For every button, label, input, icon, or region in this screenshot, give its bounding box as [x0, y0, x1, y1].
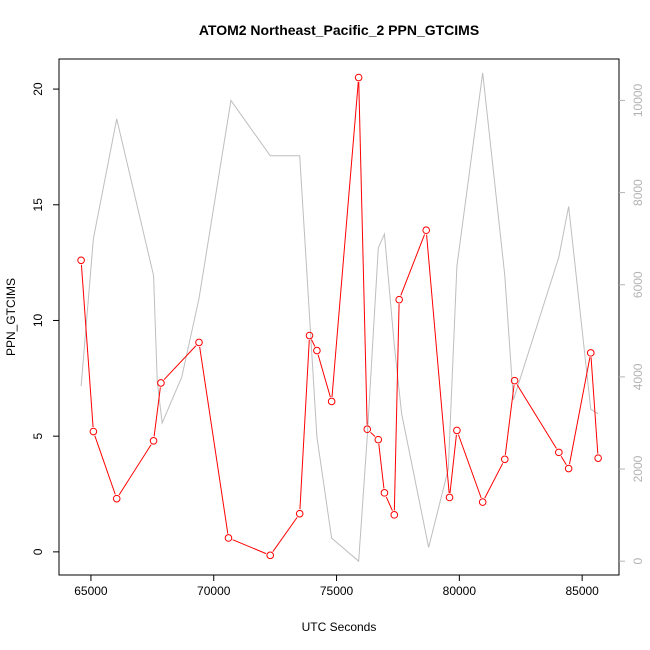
red-series-point [445, 493, 454, 502]
red-series-point [555, 448, 563, 457]
red-series-point [89, 427, 98, 436]
red-series-point [224, 534, 233, 542]
red-series-segment [118, 444, 152, 496]
y2-tick-label: 0 [631, 558, 645, 565]
red-series-segment [516, 384, 557, 449]
red-series-segment [590, 357, 599, 454]
red-series-point [380, 489, 389, 497]
red-series-point [453, 426, 461, 435]
y-axis-left: 0 5 10 15 20 [31, 82, 59, 555]
red-series-point [327, 397, 336, 406]
red-series-point [564, 464, 573, 473]
chart-title: ATOM2 Northeast_Pacific_2 PPN_GTCIMS [199, 22, 479, 38]
red-series-segment [232, 539, 267, 555]
y-tick-label: 5 [31, 433, 45, 440]
red-series-segment [370, 431, 376, 437]
red-series-segment [385, 496, 393, 511]
y-tick-label: 10 [31, 313, 45, 327]
red-series-segment [560, 455, 567, 465]
y-tick-label: 20 [31, 82, 45, 96]
red-series-point [363, 425, 372, 434]
red-series-segment [426, 234, 450, 494]
x-tick-label: 65000 [74, 584, 108, 598]
plot-frame [58, 58, 620, 576]
red-series-segment [569, 357, 591, 465]
y-axis-right: 0 2000 4000 6000 8000 10000 [619, 83, 645, 565]
y2-tick-label: 6000 [631, 271, 645, 298]
red-series-segment [80, 264, 94, 428]
gray-series-line [80, 72, 599, 563]
red-series-segment [378, 444, 385, 489]
red-series-point [594, 454, 602, 462]
red-series-point [149, 436, 158, 445]
y2-tick-label: 2000 [631, 455, 645, 482]
red-series-segment [299, 339, 310, 510]
red-series-segment [153, 387, 161, 437]
red-series-point [305, 331, 314, 340]
y-tick-label: 0 [31, 548, 45, 555]
red-series-point [295, 509, 304, 518]
red-series-point [510, 376, 519, 385]
red-series-point [266, 551, 275, 560]
red-series-point [390, 511, 399, 519]
x-tick-label: 85000 [565, 584, 599, 598]
x-tick-label: 70000 [197, 584, 231, 598]
red-series-segment [331, 81, 359, 398]
red-series-point [313, 346, 321, 355]
x-axis: 65000 70000 75000 80000 85000 [74, 575, 599, 598]
series-red-group [77, 73, 602, 560]
series-gray-group [80, 72, 599, 563]
red-series-segment [457, 434, 482, 499]
y-axis-label: PPN_GTCIMS [4, 278, 18, 356]
red-series-segment [504, 385, 515, 455]
y-tick-label: 15 [31, 198, 45, 212]
x-axis-label: UTC Seconds [302, 620, 377, 634]
y2-tick-label: 4000 [631, 363, 645, 390]
red-series-point [77, 256, 85, 265]
red-series-segment [94, 435, 116, 495]
red-series-segment [199, 346, 229, 534]
red-series-segment [311, 339, 316, 347]
y2-tick-label: 10000 [631, 83, 645, 117]
red-series-point [586, 349, 595, 357]
red-series-point [422, 226, 430, 235]
red-series-point [195, 338, 203, 347]
red-series-segment [393, 304, 400, 511]
red-series-segment [272, 517, 298, 552]
red-series-segment [484, 463, 504, 499]
x-tick-label: 80000 [443, 584, 477, 598]
red-series-segment [400, 234, 426, 296]
red-series-point [112, 494, 121, 503]
red-series-segment [163, 345, 197, 381]
red-series-segment [358, 81, 368, 425]
red-series-point [374, 435, 383, 444]
red-series-point [354, 73, 363, 82]
y2-tick-label: 8000 [631, 179, 645, 206]
x-tick-label: 75000 [320, 584, 354, 598]
red-series-point [478, 498, 487, 506]
red-series-segment [449, 434, 457, 494]
red-series-point [500, 455, 509, 464]
red-series-segment [317, 354, 331, 398]
red-series-point [395, 295, 403, 304]
red-series-point [157, 379, 165, 387]
